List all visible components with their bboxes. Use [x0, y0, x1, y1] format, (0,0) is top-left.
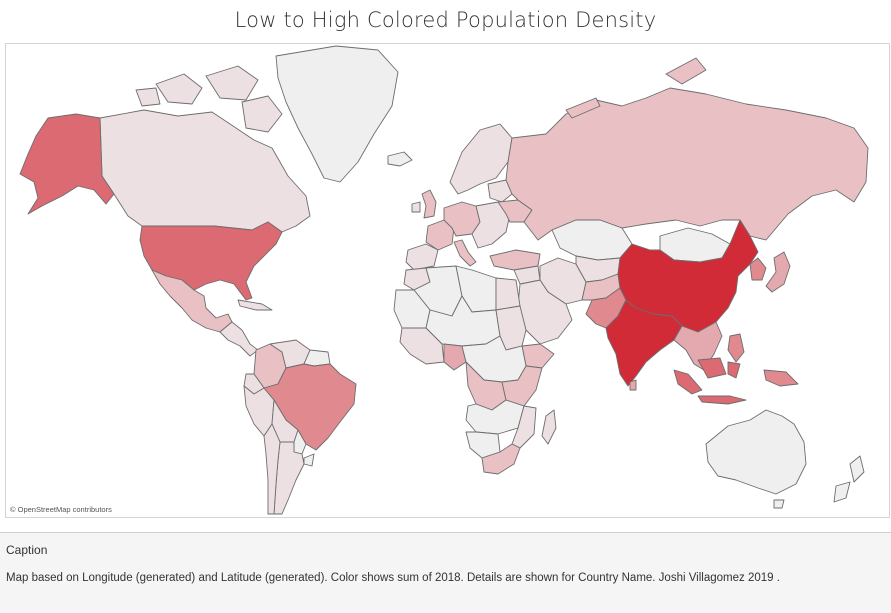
country-alaska[interactable]	[19, 113, 115, 215]
country-madagascar[interactable]	[541, 409, 557, 445]
country-canada[interactable]	[99, 109, 311, 233]
country-indonesia-4[interactable]	[727, 361, 741, 379]
country-south-africa[interactable]	[481, 443, 521, 475]
country-australia[interactable]	[705, 409, 807, 495]
country-philippines[interactable]	[727, 333, 745, 363]
country-tasmania[interactable]	[773, 499, 785, 509]
country-chile[interactable]	[263, 423, 281, 515]
country-new-guinea[interactable]	[763, 369, 799, 387]
country-sri-lanka[interactable]	[629, 379, 637, 391]
country-canada-islands-2[interactable]	[205, 65, 259, 101]
country-new-zealand-south[interactable]	[833, 481, 851, 503]
country-central-america[interactable]	[219, 321, 259, 357]
country-uruguay[interactable]	[303, 453, 315, 467]
country-korea[interactable]	[749, 257, 767, 281]
country-iraq-syria[interactable]	[513, 265, 541, 285]
country-belarus-baltics[interactable]	[487, 179, 513, 203]
country-greenland[interactable]	[275, 45, 399, 183]
country-ethiopia[interactable]	[521, 343, 555, 369]
caption-text: Map based on Longitude (generated) and L…	[6, 572, 780, 584]
country-southeast-asia[interactable]	[673, 321, 723, 371]
country-canada-islands-1[interactable]	[155, 73, 203, 105]
chart-title: Low to High Colored Population Density	[234, 8, 657, 32]
country-indonesia-3[interactable]	[697, 395, 747, 405]
country-russia[interactable]	[505, 87, 869, 241]
country-italy[interactable]	[453, 239, 477, 267]
world-map-svg[interactable]	[6, 44, 889, 517]
country-iceland[interactable]	[387, 151, 413, 167]
caption-panel: Caption Map based on Longitude (generate…	[0, 532, 891, 613]
country-usa[interactable]	[139, 221, 283, 301]
country-canada-islands-4[interactable]	[135, 87, 161, 107]
country-ireland[interactable]	[411, 201, 421, 213]
country-russia-islands-1[interactable]	[565, 97, 601, 119]
country-mexico[interactable]	[151, 269, 233, 333]
world-map[interactable]	[5, 43, 890, 518]
country-west-africa[interactable]	[399, 327, 445, 365]
country-east-africa[interactable]	[501, 365, 543, 407]
country-iberia[interactable]	[405, 243, 439, 271]
map-attribution: © OpenStreetMap contributors	[10, 505, 112, 514]
country-indonesia-2[interactable]	[697, 357, 727, 379]
country-mongolia[interactable]	[659, 227, 731, 263]
country-canada-islands-3[interactable]	[241, 95, 283, 133]
country-japan[interactable]	[765, 251, 791, 293]
country-nigeria[interactable]	[443, 343, 467, 371]
country-indonesia-1[interactable]	[673, 369, 703, 395]
country-china[interactable]	[617, 219, 759, 333]
country-new-zealand[interactable]	[849, 455, 865, 483]
caption-heading: Caption	[6, 543, 48, 557]
country-russia-islands-2[interactable]	[665, 57, 707, 85]
country-egypt[interactable]	[495, 277, 521, 311]
country-uk[interactable]	[421, 189, 437, 219]
country-cuba[interactable]	[237, 299, 273, 311]
